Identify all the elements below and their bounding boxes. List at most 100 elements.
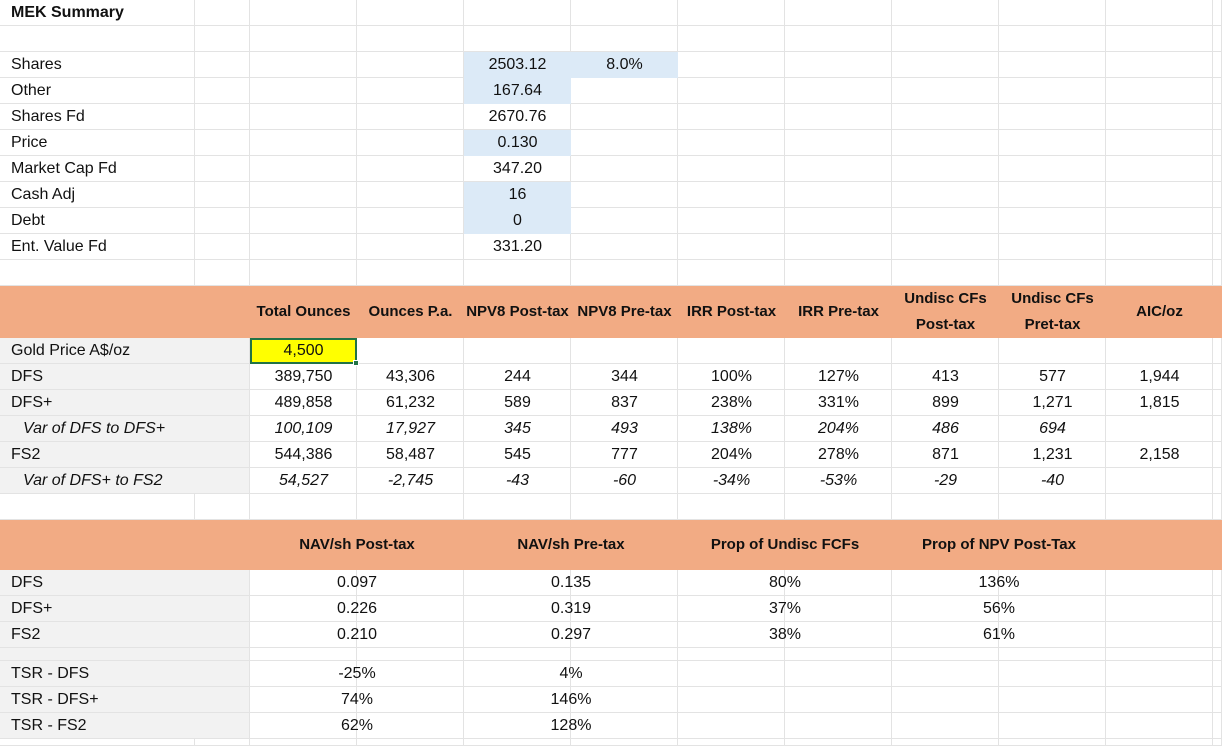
grid-cell bbox=[785, 104, 892, 130]
grid-cell bbox=[892, 364, 999, 390]
cell-value: 4% bbox=[559, 665, 583, 682]
summary-value: 0 bbox=[513, 212, 522, 229]
grid-cell bbox=[678, 182, 785, 208]
highlight bbox=[571, 52, 678, 78]
cell-value: 899 bbox=[932, 394, 959, 411]
grid-cell bbox=[464, 364, 571, 390]
grid-cell bbox=[892, 468, 999, 494]
grid-cell bbox=[1106, 234, 1213, 260]
grid-cell bbox=[195, 648, 250, 661]
grid-cell bbox=[785, 468, 892, 494]
column-header: IRR Post-tax bbox=[686, 303, 777, 320]
row-label: TSR - DFS+ bbox=[11, 691, 99, 708]
grid-cell bbox=[357, 208, 464, 234]
grid-cell bbox=[0, 208, 195, 234]
summary-label: Other bbox=[11, 82, 52, 99]
grid-cell bbox=[999, 130, 1106, 156]
grid-cell bbox=[1213, 26, 1222, 52]
grid-cell bbox=[195, 468, 250, 494]
grid-cell bbox=[1106, 104, 1213, 130]
summary-value: 2670.76 bbox=[488, 108, 547, 125]
grid-cell bbox=[1213, 687, 1222, 713]
grid-cell bbox=[357, 130, 464, 156]
summary-label: Shares Fd bbox=[11, 108, 85, 125]
grid-cell bbox=[0, 713, 195, 739]
grid-cell bbox=[0, 78, 195, 104]
grid-cell bbox=[999, 338, 1106, 364]
grid-cell bbox=[1213, 739, 1222, 746]
grid-cell bbox=[464, 286, 571, 338]
grid-cell bbox=[195, 104, 250, 130]
grid-cell bbox=[678, 286, 785, 338]
grid-cell bbox=[999, 286, 1106, 338]
grid-cell bbox=[571, 130, 678, 156]
grid-cell bbox=[464, 390, 571, 416]
cell-value: 0.226 bbox=[336, 600, 378, 617]
grid-cell bbox=[357, 687, 464, 713]
grid-cell bbox=[1106, 182, 1213, 208]
grid-cell bbox=[250, 26, 357, 52]
grid-cell bbox=[1213, 182, 1222, 208]
summary-value: 16 bbox=[508, 186, 527, 203]
grid-cell bbox=[0, 286, 195, 338]
grid-cell bbox=[250, 104, 357, 130]
grid-cell bbox=[571, 390, 678, 416]
grid-cell bbox=[892, 494, 999, 520]
grid-cell bbox=[571, 338, 678, 364]
grid-cell bbox=[464, 687, 571, 713]
grid-cell bbox=[571, 468, 678, 494]
grid-cell bbox=[999, 570, 1106, 596]
cell-value: 589 bbox=[504, 394, 531, 411]
grid-cell bbox=[0, 338, 195, 364]
grid-cell bbox=[1213, 520, 1222, 570]
grid-cell bbox=[195, 364, 250, 390]
grid-cell bbox=[357, 661, 464, 687]
grid-cell bbox=[785, 713, 892, 739]
grid-cell bbox=[678, 104, 785, 130]
grid-cell bbox=[785, 182, 892, 208]
cell-value: 136% bbox=[978, 574, 1020, 591]
grid-cell bbox=[678, 26, 785, 52]
grid-cell bbox=[357, 390, 464, 416]
grid-cell bbox=[357, 182, 464, 208]
grid-cell bbox=[785, 26, 892, 52]
grid-cell bbox=[1106, 130, 1213, 156]
grid-cell bbox=[0, 390, 195, 416]
cell-value: 38% bbox=[768, 626, 802, 643]
grid-cell bbox=[999, 182, 1106, 208]
grid-cell bbox=[195, 26, 250, 52]
grid-cell bbox=[0, 260, 195, 286]
grid-cell bbox=[357, 338, 464, 364]
column-header: AIC/oz bbox=[1136, 303, 1183, 320]
grid-cell bbox=[195, 442, 250, 468]
grid-cell bbox=[195, 156, 250, 182]
grid-cell bbox=[678, 494, 785, 520]
grid-cell bbox=[250, 494, 357, 520]
grid-cell bbox=[892, 78, 999, 104]
grid-cell bbox=[785, 520, 892, 570]
grid-cell bbox=[357, 0, 464, 26]
cell-value: 100,109 bbox=[274, 420, 333, 437]
grid-cell bbox=[464, 713, 571, 739]
grid-cell bbox=[999, 622, 1106, 648]
grid-cell bbox=[571, 286, 678, 338]
cell-value: 545 bbox=[504, 446, 531, 463]
grid-cell bbox=[1106, 494, 1213, 520]
grid-cell bbox=[0, 416, 195, 442]
cell-value: 486 bbox=[932, 420, 959, 437]
grid-cell bbox=[1213, 570, 1222, 596]
grid-cell bbox=[999, 596, 1106, 622]
grid-cell bbox=[678, 622, 785, 648]
cell-value: 2,158 bbox=[1139, 446, 1180, 463]
grid-cell bbox=[195, 0, 250, 26]
grid-cell bbox=[0, 156, 195, 182]
grid-cell bbox=[195, 661, 250, 687]
cell-value: -2,745 bbox=[387, 472, 434, 489]
grid-cell bbox=[0, 104, 195, 130]
grid-cell bbox=[892, 208, 999, 234]
grid-cell bbox=[0, 26, 195, 52]
cell-value: 0.097 bbox=[336, 574, 378, 591]
grid-cell bbox=[0, 234, 195, 260]
column-header: Undisc CFs Post-tax bbox=[904, 290, 987, 333]
grid-cell bbox=[892, 713, 999, 739]
